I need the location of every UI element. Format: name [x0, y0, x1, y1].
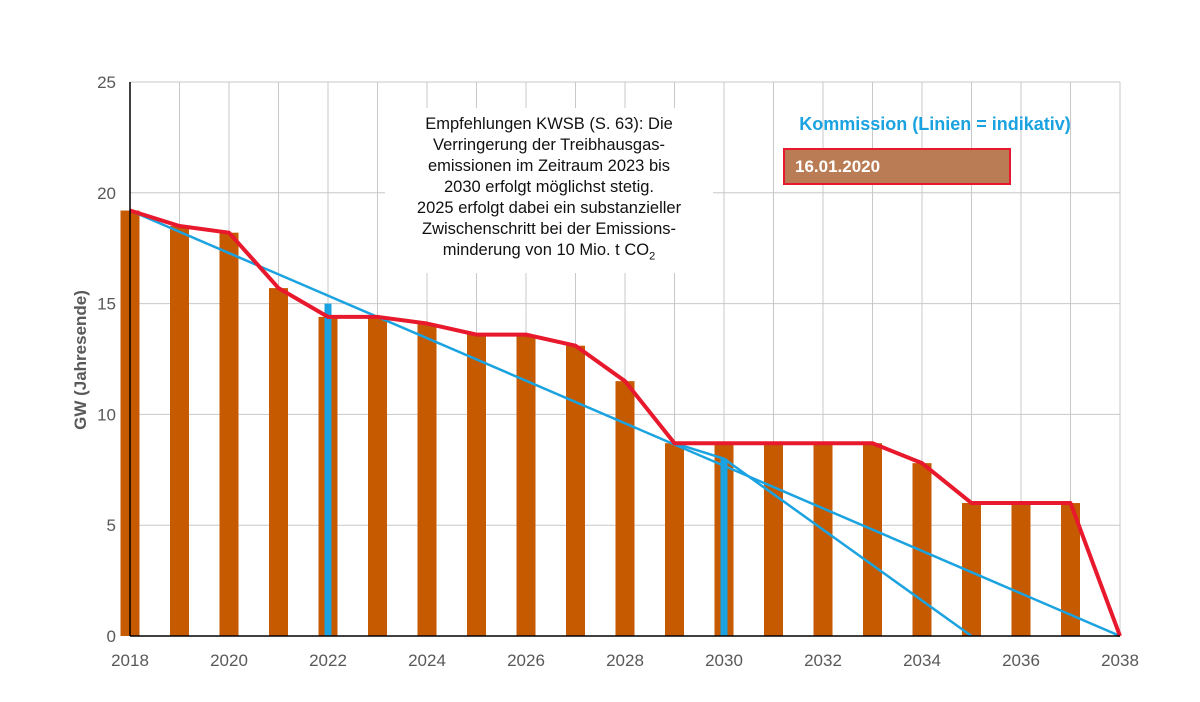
- date-badge: 16.01.2020: [783, 148, 1011, 185]
- bar: [813, 443, 833, 636]
- legend-title: Kommission (Linien = indikativ): [799, 114, 1071, 134]
- x-tick-label: 2038: [1101, 651, 1139, 670]
- annotation-note: Empfehlungen KWSB (S. 63): Die Verringer…: [385, 108, 713, 274]
- lines: [129, 208, 1122, 638]
- bar: [516, 334, 536, 636]
- note-line: minderung von 10 Mio. t CO2: [442, 241, 656, 263]
- y-axis-label: GW (Jahresende): [71, 290, 90, 430]
- x-tick-label: 2028: [606, 651, 644, 670]
- y-tick-label: 0: [107, 627, 116, 646]
- bar: [863, 443, 882, 636]
- tick-labels: 0 5 10 15 20 25 2018 2020 2022 2024 2026 2028 2030 20…: [97, 73, 1139, 670]
- x-tick-label: 2034: [903, 651, 941, 670]
- note-line: Empfehlungen KWSB (S. 63): Die: [425, 115, 673, 133]
- bar: [615, 381, 635, 636]
- y-tick-label: 10: [97, 405, 116, 424]
- bar: [1011, 503, 1031, 636]
- series-line-red: [129, 208, 1122, 637]
- bar: [368, 316, 387, 636]
- bar: [467, 334, 486, 636]
- note-line: 2025 erfolgt dabei ein substanzieller: [416, 199, 682, 217]
- bar: [269, 288, 288, 636]
- series-line-blue: [129, 209, 1121, 638]
- y-tick-label: 20: [97, 184, 116, 203]
- x-tick-label: 2022: [309, 651, 347, 670]
- bar: [962, 503, 981, 636]
- x-tick-label: 2026: [507, 651, 545, 670]
- y-tick-label: 25: [97, 73, 116, 92]
- bar: [1061, 503, 1080, 636]
- x-tick-label: 2018: [111, 651, 149, 670]
- x-tick-label: 2036: [1002, 651, 1040, 670]
- note-line: Verringerung der Treibhausgas-: [432, 136, 666, 154]
- bar: [219, 232, 239, 637]
- x-tick-label: 2020: [210, 651, 248, 670]
- y-tick-label: 5: [107, 516, 116, 535]
- bar: [665, 443, 684, 636]
- note-line: 2030 erfolgt möglichst stetig.: [443, 178, 655, 196]
- bar: [417, 323, 437, 636]
- x-tick-label: 2032: [804, 651, 842, 670]
- bar: [170, 226, 189, 637]
- note-line: emissionen im Zeitraum 2023 bis: [427, 157, 671, 175]
- bar: [764, 443, 783, 636]
- x-tick-label: 2024: [408, 651, 446, 670]
- axes: [129, 82, 1120, 637]
- y-tick-label: 15: [97, 295, 116, 314]
- x-tick-label: 2030: [705, 651, 743, 670]
- bars: [120, 210, 1080, 637]
- note-line: Zwischenschritt bei der Emissions-: [422, 220, 676, 238]
- series-line-blue: [674, 442, 973, 638]
- bar: [566, 345, 585, 636]
